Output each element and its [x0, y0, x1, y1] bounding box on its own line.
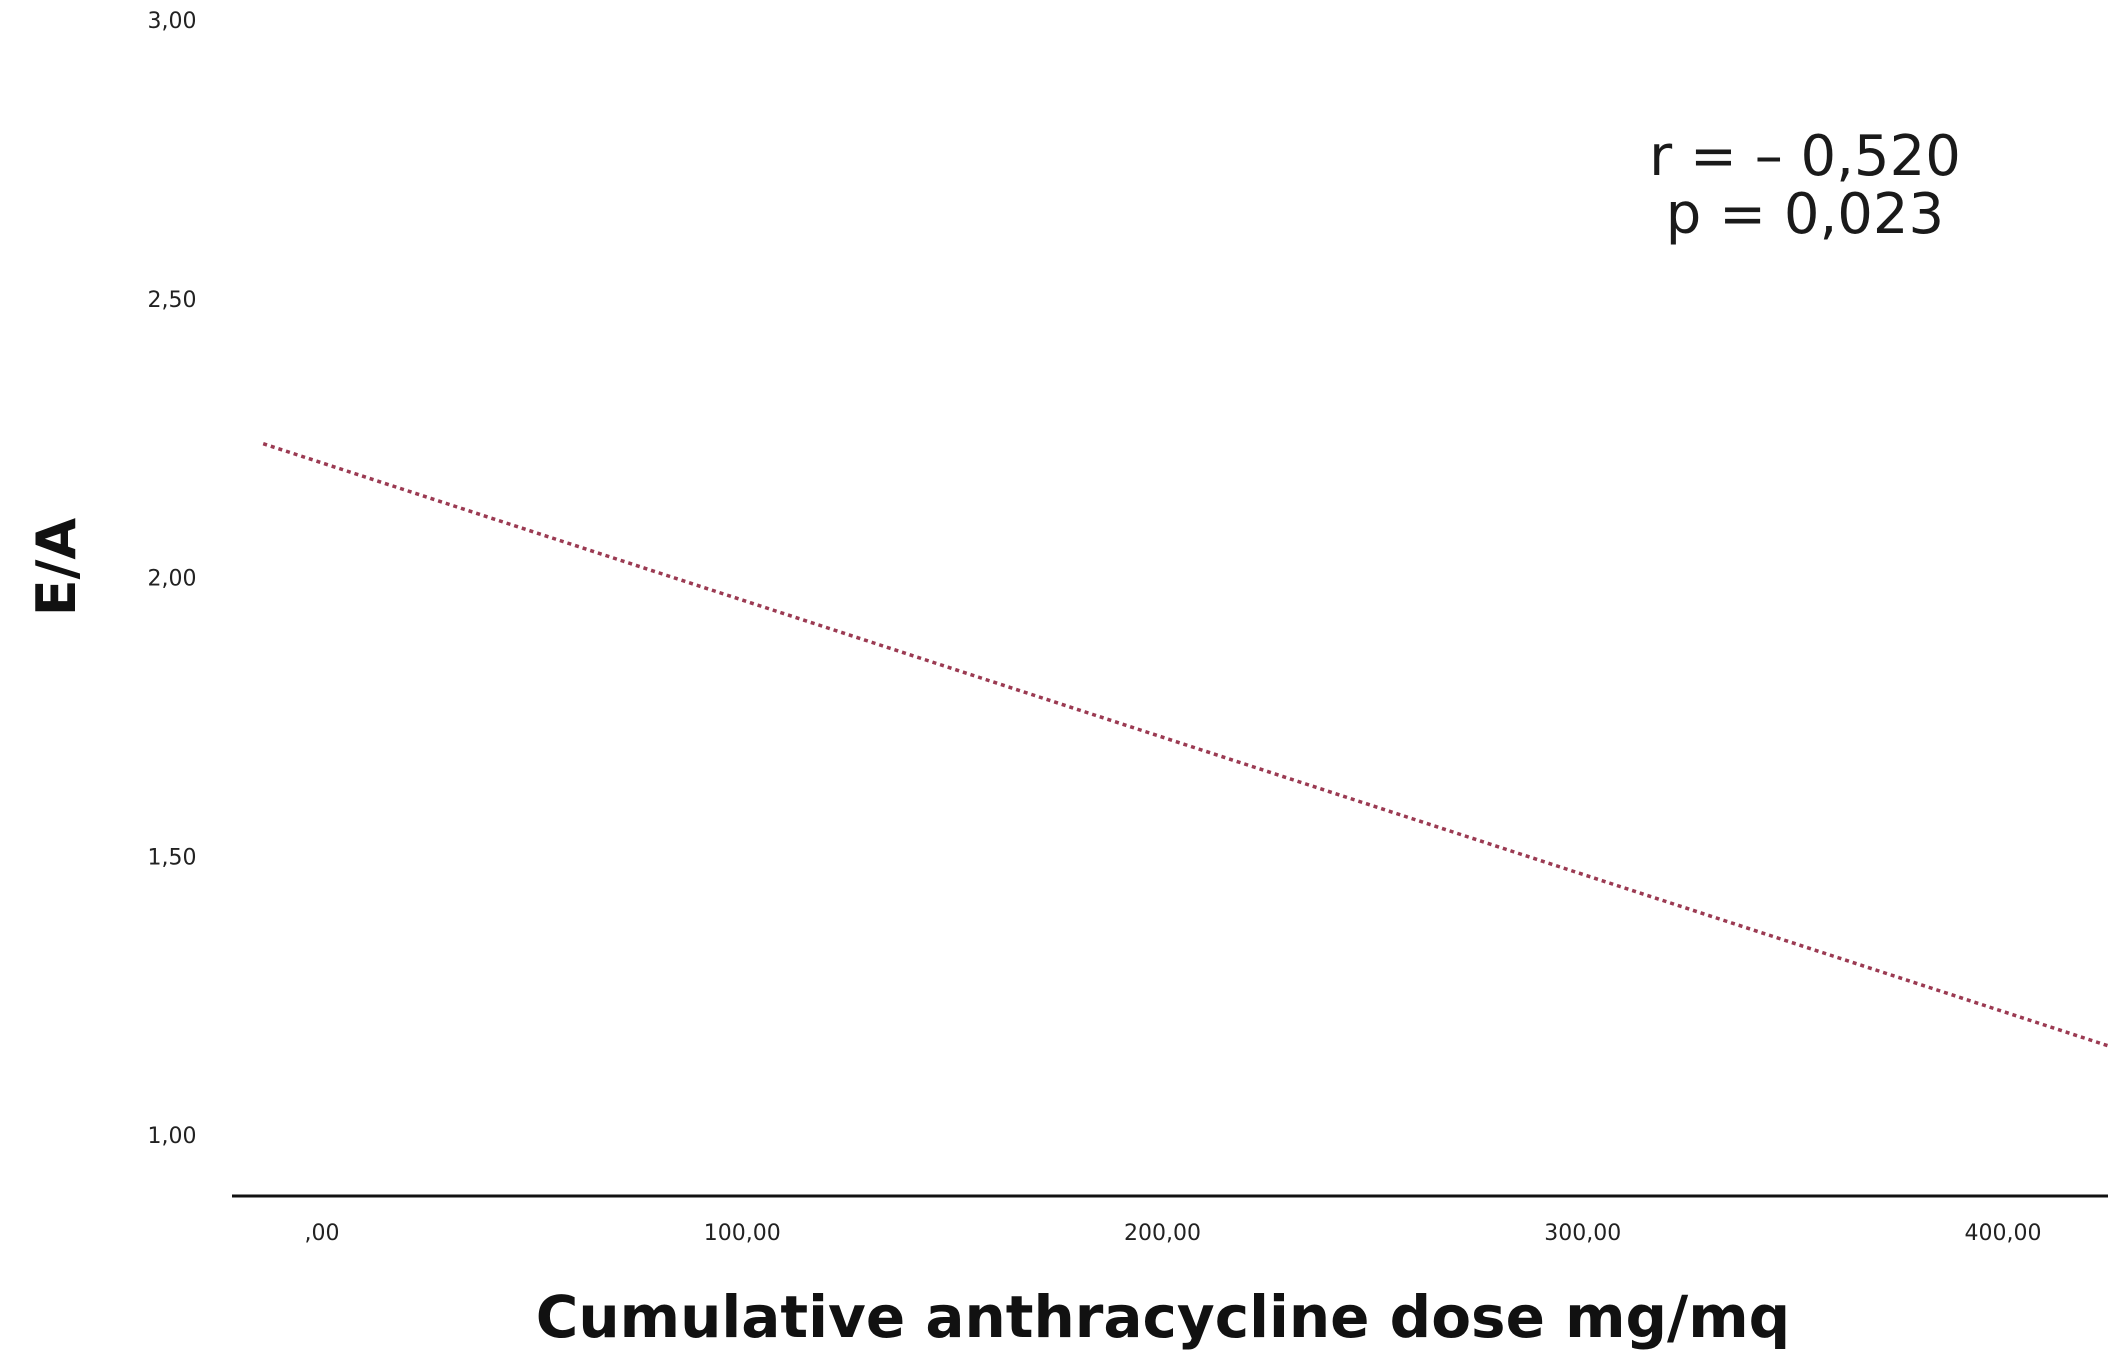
- y-tick-label: 2,00: [148, 567, 197, 592]
- y-axis-ticks: 1,00 1,50 2,00 2,50 3,00: [148, 9, 197, 1149]
- y-axis-title: E/A: [25, 518, 88, 617]
- x-tick-label: ,00: [305, 1221, 340, 1246]
- x-axis-title: Cumulative anthracycline dose mg/mq: [536, 1283, 1790, 1351]
- x-tick-label: 300,00: [1544, 1221, 1621, 1246]
- x-tick-label: 400,00: [1965, 1221, 2042, 1246]
- annotation-p-value: p = 0,023: [1666, 182, 1944, 247]
- annotation-r-value: r = – 0,520: [1649, 124, 1961, 189]
- x-tick-label: 100,00: [704, 1221, 781, 1246]
- x-tick-label: 200,00: [1124, 1221, 1201, 1246]
- y-tick-label: 1,00: [148, 1124, 197, 1149]
- y-tick-label: 3,00: [148, 9, 197, 34]
- x-axis-ticks: ,00 100,00 200,00 300,00 400,00: [305, 1221, 2042, 1246]
- y-tick-label: 2,50: [148, 288, 197, 313]
- y-tick-label: 1,50: [148, 845, 197, 870]
- series-layer: [262, 442, 2109, 1048]
- regression-line: [262, 442, 2109, 1048]
